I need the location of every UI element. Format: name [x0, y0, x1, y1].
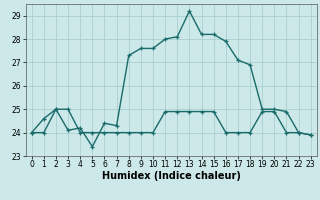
- X-axis label: Humidex (Indice chaleur): Humidex (Indice chaleur): [102, 171, 241, 181]
